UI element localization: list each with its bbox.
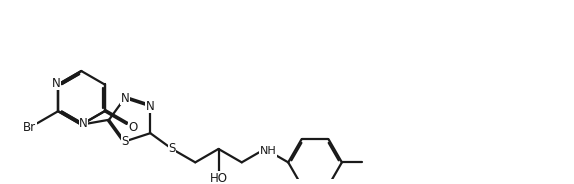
Text: S: S	[121, 135, 129, 148]
Text: N: N	[52, 77, 60, 90]
Text: N: N	[121, 92, 129, 105]
Text: N: N	[146, 100, 155, 113]
Text: N: N	[79, 117, 88, 130]
Text: HO: HO	[210, 172, 227, 184]
Text: S: S	[168, 142, 176, 155]
Text: Br: Br	[24, 121, 36, 134]
Text: NH: NH	[259, 146, 276, 156]
Text: O: O	[128, 121, 138, 134]
